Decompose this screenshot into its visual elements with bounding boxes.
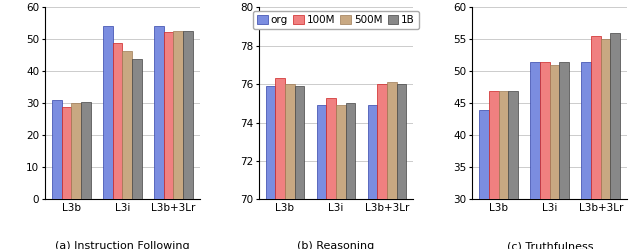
Bar	[317, 105, 326, 249]
Bar	[183, 31, 193, 199]
Bar	[294, 86, 305, 249]
Bar	[540, 62, 550, 249]
Bar	[122, 51, 132, 199]
Bar	[132, 59, 141, 199]
Bar	[601, 39, 611, 249]
Text: (b) Reasoning: (b) Reasoning	[298, 241, 374, 249]
Bar	[81, 102, 91, 199]
Legend: org, 100M, 500M, 1B: org, 100M, 500M, 1B	[253, 11, 419, 29]
Bar	[113, 43, 122, 199]
Bar	[275, 78, 285, 249]
Bar	[336, 105, 346, 249]
Bar	[154, 26, 164, 199]
Bar	[378, 84, 387, 249]
Bar	[611, 33, 620, 249]
Bar	[397, 84, 406, 249]
Text: (c) Truthfulness: (c) Truthfulness	[506, 241, 593, 249]
Bar	[581, 62, 591, 249]
Bar	[164, 32, 173, 199]
Bar	[489, 91, 499, 249]
Bar	[531, 62, 540, 249]
Bar	[285, 84, 294, 249]
Bar	[266, 86, 275, 249]
Bar	[591, 36, 601, 249]
Bar	[387, 82, 397, 249]
Bar	[499, 91, 508, 249]
Bar	[71, 103, 81, 199]
Bar	[52, 100, 61, 199]
Bar	[367, 105, 378, 249]
Bar	[326, 98, 336, 249]
Bar	[173, 31, 183, 199]
Bar	[508, 91, 518, 249]
Bar	[61, 107, 71, 199]
Bar	[559, 62, 569, 249]
Bar	[479, 110, 489, 249]
Bar	[103, 26, 113, 199]
Bar	[550, 65, 559, 249]
Text: (a) Instruction Following: (a) Instruction Following	[55, 241, 189, 249]
Bar	[346, 103, 355, 249]
